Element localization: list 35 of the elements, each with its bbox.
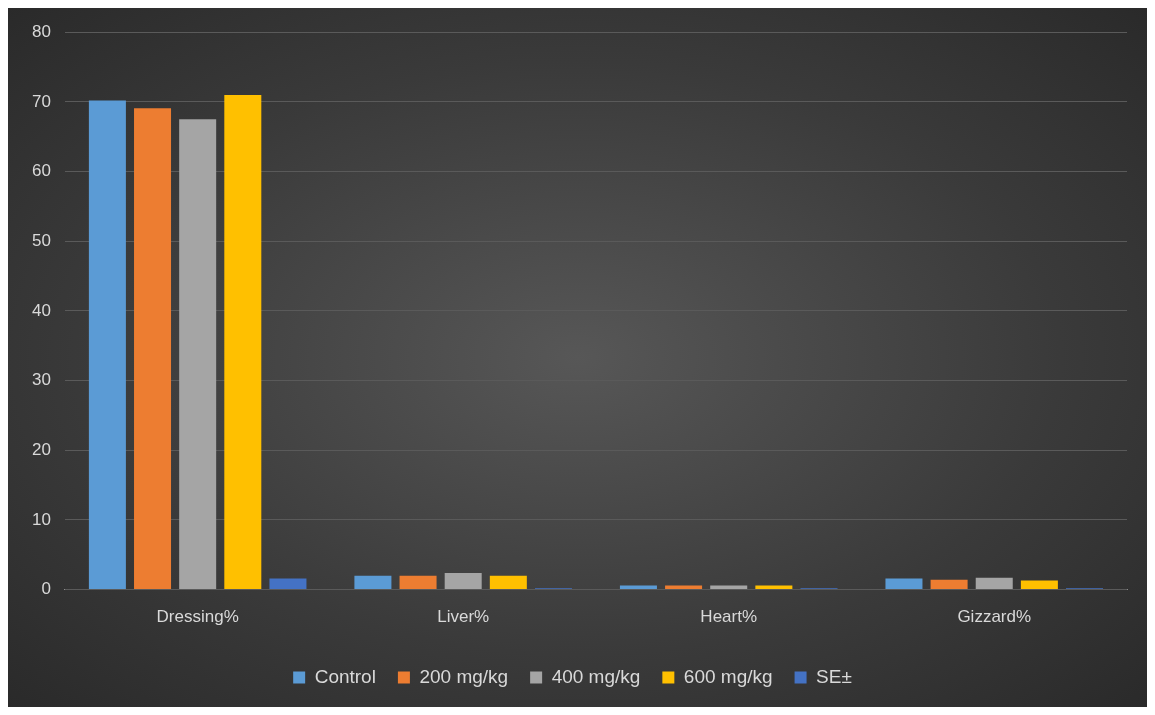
bar bbox=[224, 94, 262, 590]
bar bbox=[930, 579, 968, 590]
bar bbox=[179, 119, 217, 590]
bar bbox=[444, 572, 482, 590]
legend-label: Control bbox=[314, 665, 376, 687]
bar bbox=[619, 585, 657, 590]
y-tick-label: 0 bbox=[41, 579, 51, 599]
y-tick-label: 50 bbox=[31, 230, 51, 250]
y-tick-label: 60 bbox=[31, 161, 51, 181]
bar bbox=[1020, 580, 1058, 590]
y-tick-label: 30 bbox=[31, 370, 51, 390]
legend-label: 600 mg/kg bbox=[683, 665, 773, 687]
y-tick-label: 70 bbox=[31, 91, 51, 111]
legend-label: SE± bbox=[816, 665, 852, 687]
bar bbox=[710, 585, 748, 590]
bar bbox=[354, 575, 392, 590]
y-tick-label: 80 bbox=[31, 21, 51, 41]
x-tick-label: Heart% bbox=[700, 607, 758, 627]
x-tick-label: Gizzard% bbox=[957, 607, 1032, 627]
legend-label: 400 mg/kg bbox=[551, 665, 641, 687]
x-tick-label: Dressing% bbox=[156, 607, 239, 627]
x-tick-label: Liver% bbox=[437, 607, 490, 627]
bar bbox=[665, 585, 703, 590]
bar bbox=[975, 577, 1013, 590]
y-tick-label: 10 bbox=[31, 509, 51, 529]
bar bbox=[134, 108, 172, 590]
bar bbox=[885, 578, 923, 590]
y-tick-label: 40 bbox=[31, 300, 51, 320]
bar bbox=[269, 578, 307, 590]
y-tick-label: 20 bbox=[31, 439, 51, 459]
bar bbox=[88, 100, 126, 590]
bar bbox=[489, 575, 527, 590]
legend-label: 200 mg/kg bbox=[419, 665, 509, 687]
bar bbox=[755, 585, 793, 590]
bar bbox=[399, 575, 437, 590]
